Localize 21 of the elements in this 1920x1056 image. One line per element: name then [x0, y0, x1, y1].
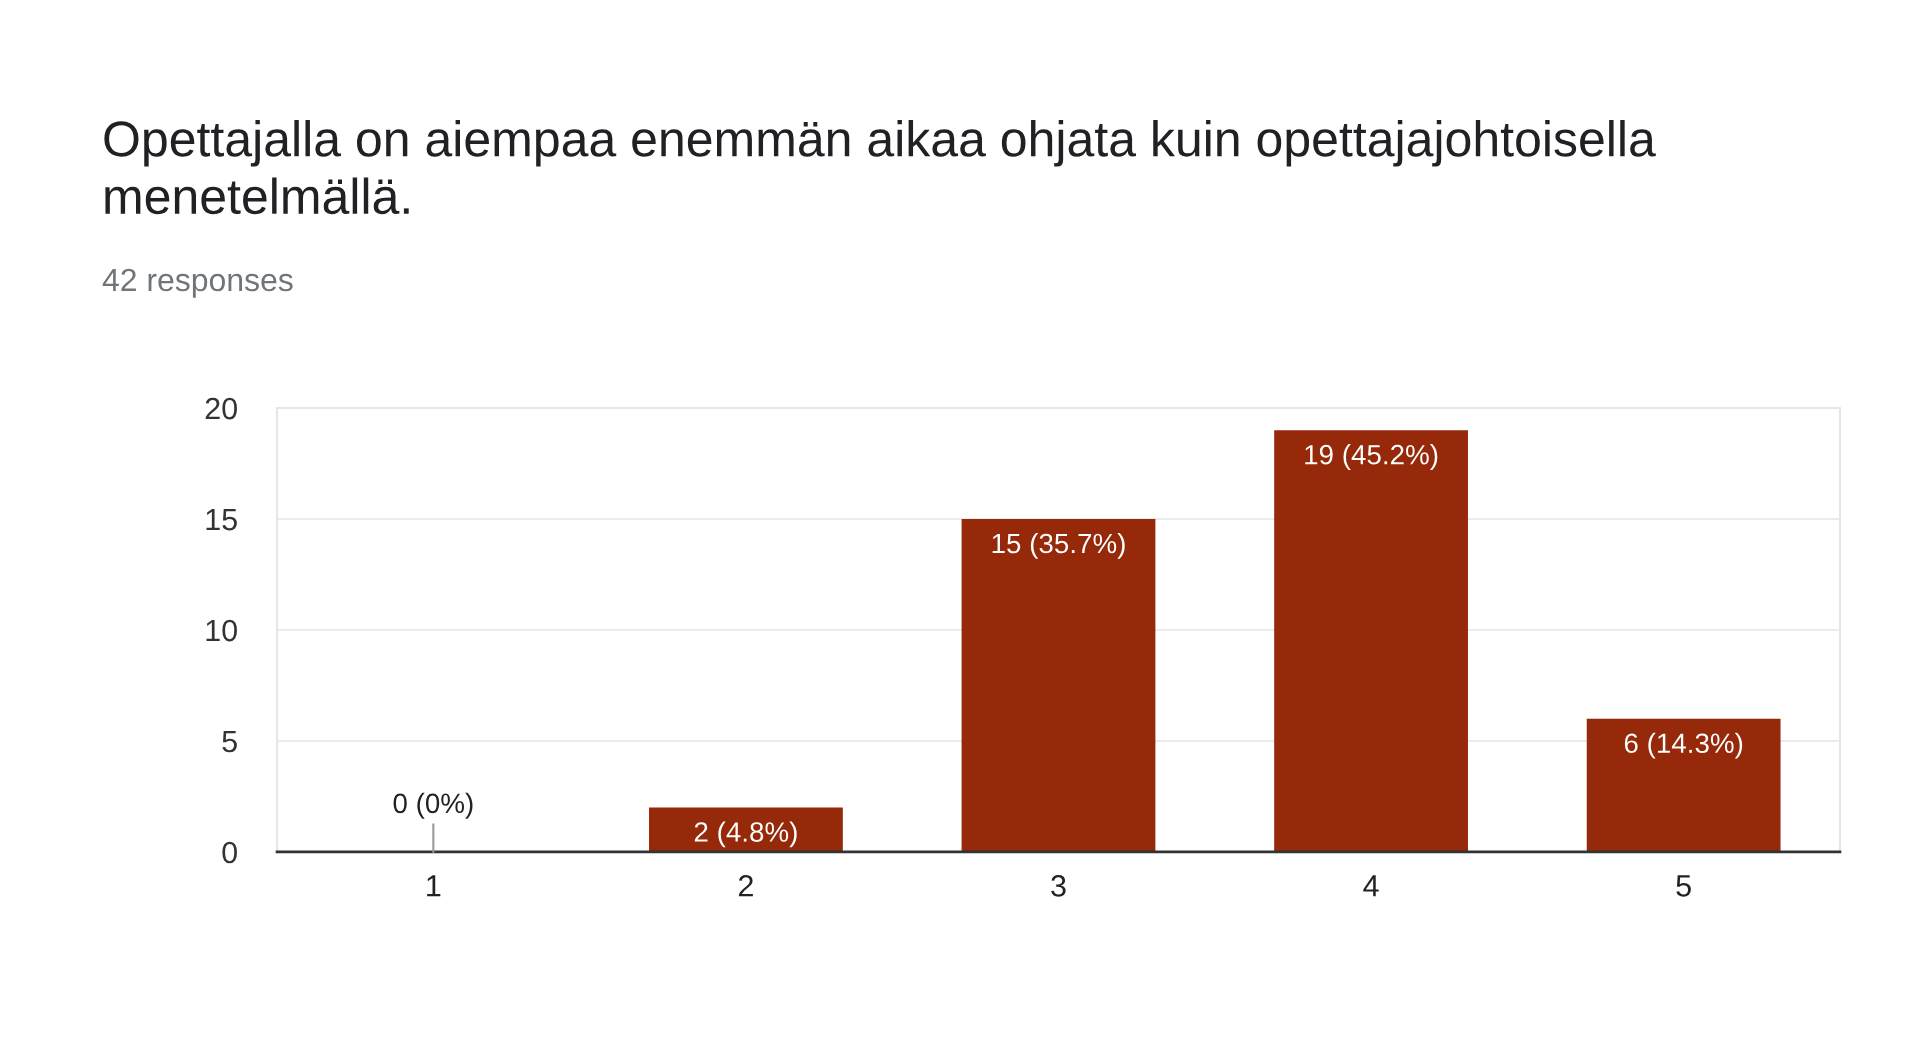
- data-label: 2 (4.8%): [694, 821, 797, 848]
- bar: [1274, 430, 1468, 852]
- data-label: 19 (45.2%): [1305, 444, 1438, 471]
- y-tick-label: 10: [206, 619, 237, 642]
- bar: [649, 807, 843, 852]
- x-tick-label: 5: [1676, 875, 1691, 897]
- x-tick-label: 1: [427, 875, 441, 897]
- bar: [1586, 718, 1781, 852]
- y-tick-label: 5: [222, 731, 237, 753]
- data-label: 6 (14.3%): [1624, 732, 1743, 759]
- y-tick-label: 15: [206, 509, 237, 531]
- x-tick-label: 3: [1051, 875, 1066, 897]
- x-tick-label: 4: [1363, 875, 1379, 897]
- data-label: 15 (35.7%): [992, 532, 1125, 559]
- bar: [961, 519, 1156, 852]
- x-tick-label: 2: [738, 875, 753, 897]
- chart-title: Opettajalla on aiempaa enemmän aikaa ohjata kuin opettajajohtoisella menetelmällä.: [104, 120, 1656, 215]
- y-tick-label: 0: [222, 841, 237, 864]
- chart-subtitle: 42 responses: [102, 268, 293, 298]
- y-tick-label: 20: [205, 397, 237, 420]
- data-label: 0 (0%): [393, 792, 473, 819]
